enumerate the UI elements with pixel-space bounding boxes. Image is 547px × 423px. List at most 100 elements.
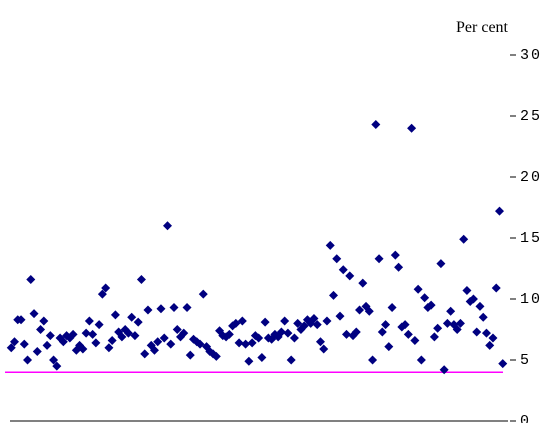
y-tick-label: 25 xyxy=(520,108,542,125)
data-point xyxy=(276,327,286,337)
data-point xyxy=(97,289,107,299)
data-point xyxy=(420,293,430,303)
data-point xyxy=(394,262,404,272)
data-point xyxy=(351,327,361,337)
data-point xyxy=(169,303,179,313)
data-point xyxy=(377,327,387,337)
data-point xyxy=(338,265,348,275)
data-point xyxy=(6,343,16,353)
y-axis-title: Per cent xyxy=(456,19,509,36)
data-point xyxy=(45,331,55,341)
data-point xyxy=(68,329,78,339)
data-point xyxy=(481,328,491,338)
data-point xyxy=(309,314,319,324)
data-point xyxy=(342,329,352,339)
data-point xyxy=(390,250,400,260)
data-point xyxy=(32,346,42,356)
data-point xyxy=(439,365,449,375)
data-point xyxy=(88,329,98,339)
data-point xyxy=(16,315,26,325)
data-point xyxy=(485,340,495,350)
data-point xyxy=(312,320,322,330)
data-point xyxy=(368,355,378,365)
data-point xyxy=(237,316,247,326)
data-point xyxy=(19,339,29,349)
data-point xyxy=(498,359,508,369)
y-tick-label: 5 xyxy=(520,352,531,369)
data-point xyxy=(407,123,417,133)
y-tick-label: 30 xyxy=(520,47,542,64)
data-point xyxy=(36,325,46,334)
data-point xyxy=(436,259,446,269)
data-point xyxy=(462,285,472,295)
data-point xyxy=(198,289,208,299)
data-point xyxy=(280,316,290,326)
data-point xyxy=(494,206,504,216)
data-point xyxy=(478,312,488,322)
data-point xyxy=(426,300,436,310)
data-point xyxy=(162,221,172,231)
y-tick-label: 20 xyxy=(520,169,542,186)
data-point xyxy=(26,274,36,284)
data-point xyxy=(371,120,381,130)
data-point xyxy=(254,333,264,343)
data-point xyxy=(452,325,462,334)
data-point xyxy=(472,327,482,337)
data-point xyxy=(244,356,254,366)
data-point xyxy=(491,283,501,293)
data-point xyxy=(39,316,49,326)
data-point xyxy=(133,317,143,327)
y-tick-label: 15 xyxy=(520,230,542,247)
data-point xyxy=(117,332,127,342)
data-point xyxy=(429,332,439,342)
data-point xyxy=(149,345,159,355)
data-point xyxy=(488,333,498,343)
data-point xyxy=(403,329,413,339)
data-point xyxy=(260,317,270,327)
data-point xyxy=(442,318,452,328)
data-point xyxy=(78,344,88,354)
data-point xyxy=(381,320,391,330)
data-point xyxy=(130,331,140,341)
data-point xyxy=(325,240,335,250)
data-point xyxy=(23,355,33,365)
data-point xyxy=(29,309,39,319)
data-point xyxy=(355,305,365,315)
data-point xyxy=(234,338,244,348)
data-point xyxy=(400,320,410,330)
data-point xyxy=(185,350,195,360)
data-point xyxy=(459,234,469,244)
data-point xyxy=(416,355,426,365)
data-point xyxy=(283,328,293,338)
data-point xyxy=(241,339,251,349)
data-point xyxy=(10,337,20,347)
data-point xyxy=(468,294,478,304)
data-point xyxy=(52,361,62,371)
data-point xyxy=(374,254,384,264)
y-tick-label: 10 xyxy=(520,291,542,308)
data-point xyxy=(94,320,104,330)
data-point xyxy=(58,337,68,347)
data-point xyxy=(319,344,329,354)
data-point xyxy=(475,301,485,311)
data-point xyxy=(140,349,150,359)
data-point xyxy=(286,355,296,365)
data-point xyxy=(455,318,465,328)
data-point xyxy=(335,311,345,321)
data-point xyxy=(387,303,397,313)
data-point xyxy=(136,274,146,284)
data-point xyxy=(345,271,355,281)
data-point xyxy=(107,335,117,345)
data-point xyxy=(328,290,338,300)
data-point xyxy=(289,333,299,343)
data-point xyxy=(332,254,342,264)
data-point xyxy=(81,328,91,338)
data-point xyxy=(91,338,101,348)
data-point xyxy=(433,323,443,333)
data-point xyxy=(410,335,420,345)
data-point xyxy=(250,331,260,341)
data-point xyxy=(413,284,423,294)
data-point xyxy=(247,338,257,348)
data-point xyxy=(127,312,137,322)
data-point xyxy=(143,305,153,315)
